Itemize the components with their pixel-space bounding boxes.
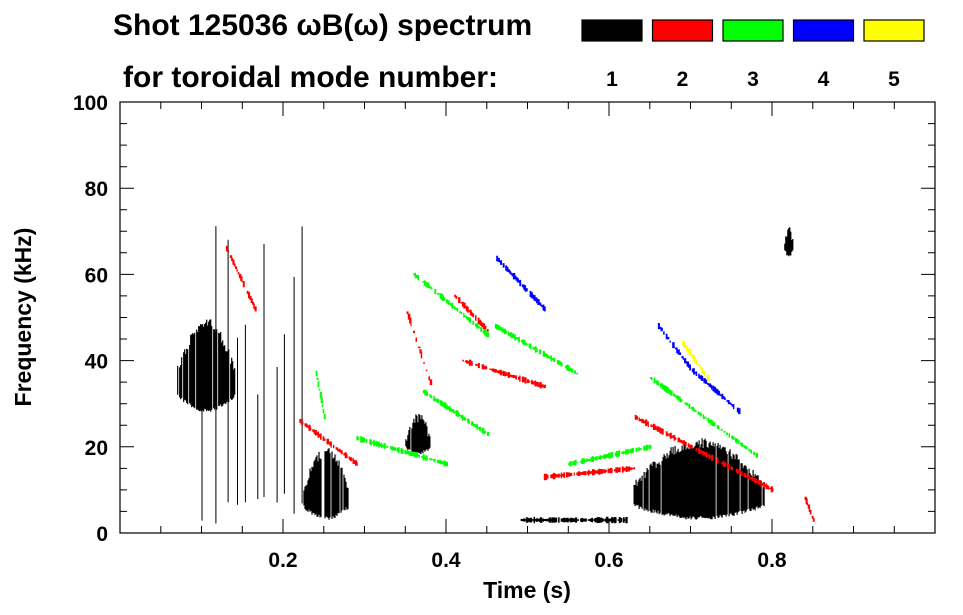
mode-3-feature-18	[422, 389, 490, 436]
mode-3-feature-16	[413, 272, 490, 338]
legend-swatch-3	[722, 19, 784, 42]
mode-3-feature-19	[356, 435, 448, 467]
mode-2-feature-11	[462, 359, 546, 389]
mode-1-feature-2	[201, 226, 303, 524]
plot-marks	[177, 226, 815, 524]
mode-2-feature-13	[225, 245, 257, 312]
mode-2-feature-8	[406, 311, 433, 385]
y-tick-label: 60	[85, 264, 108, 287]
x-tick-label: 0.4	[431, 549, 461, 572]
mode-3-feature-17	[494, 323, 579, 375]
mode-2-feature-14	[543, 466, 635, 481]
mode-2-feature-12	[634, 414, 774, 493]
legend-swatch-2	[651, 19, 714, 42]
mode-5-feature-26	[682, 340, 710, 381]
x-tick-label: 0.8	[757, 549, 787, 572]
y-tick-label: 40	[85, 351, 108, 374]
mode-2-feature-15	[804, 496, 815, 522]
x-tick-label: 0.6	[594, 549, 623, 572]
legend-swatch-1	[581, 19, 643, 42]
mode-1-feature-1	[177, 319, 236, 412]
mode-3-feature-20	[568, 444, 652, 467]
legend-label-5: 5	[888, 68, 900, 91]
mode-4-feature-24	[657, 323, 691, 371]
mode-4-feature-23	[496, 255, 546, 312]
mode-1-feature-6	[784, 227, 794, 257]
y-axis-label: Frequency (kHz)	[10, 228, 36, 407]
mode-3-feature-22	[315, 370, 326, 420]
y-tick-label: 100	[73, 92, 108, 115]
y-tick-label: 80	[85, 178, 108, 201]
x-tick-label: 0.2	[268, 549, 297, 572]
legend-swatch-4	[792, 19, 855, 42]
legend-swatch-5	[863, 19, 925, 42]
mode-2-feature-10	[299, 418, 358, 466]
mode-1-feature-7	[520, 516, 628, 524]
mode-4-feature-25	[691, 368, 741, 415]
mode-1-feature-5	[633, 438, 765, 520]
mode-2-feature-9	[454, 294, 489, 332]
y-tick-label: 0	[96, 523, 108, 546]
legend: 1 2 3 4 5	[581, 19, 925, 91]
plot-frame	[119, 101, 936, 534]
x-axis-label: Time (s)	[483, 577, 571, 603]
mode-3-feature-21	[649, 377, 758, 458]
chart-title-line2: for toroidal mode number:	[123, 61, 498, 94]
legend-label-3: 3	[747, 68, 759, 91]
legend-label-4: 4	[818, 68, 830, 91]
mode-1-feature-4	[405, 414, 431, 455]
mode-1-feature-3	[303, 448, 349, 520]
legend-label-2: 2	[677, 68, 689, 91]
axis-ticks	[120, 101, 935, 534]
legend-label-1: 1	[606, 68, 618, 91]
y-tick-label: 20	[85, 437, 108, 460]
tick-labels: 0.2 0.4 0.6 0.8 0 20 40 60 80 100	[73, 92, 787, 572]
chart-title-line1: Shot 125036 ωB(ω) spectrum	[113, 9, 532, 42]
tick-marks	[120, 101, 935, 534]
